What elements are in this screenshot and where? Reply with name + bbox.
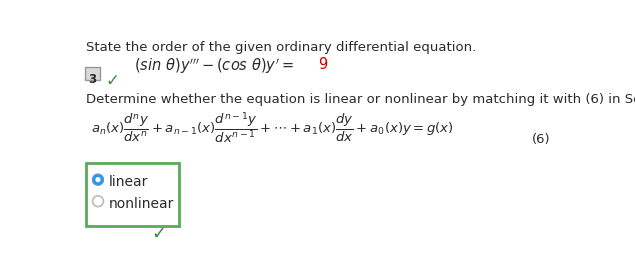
FancyBboxPatch shape bbox=[85, 67, 100, 80]
Text: (6): (6) bbox=[532, 133, 551, 147]
Text: $a_n(x)\dfrac{d^ny}{dx^n} + a_{n-1}(x)\dfrac{d^{n-1}y}{dx^{n-1}} + \cdots + a_1(: $a_n(x)\dfrac{d^ny}{dx^n} + a_{n-1}(x)\d… bbox=[91, 110, 454, 145]
Text: $(sin\ \theta)y''' - (cos\ \theta)y' =$: $(sin\ \theta)y''' - (cos\ \theta)y' =$ bbox=[133, 56, 294, 76]
Circle shape bbox=[96, 178, 100, 182]
Text: nonlinear: nonlinear bbox=[109, 197, 174, 211]
Text: Determine whether the equation is linear or nonlinear by matching it with (6) in: Determine whether the equation is linear… bbox=[86, 93, 635, 106]
Text: State the order of the given ordinary differential equation.: State the order of the given ordinary di… bbox=[86, 41, 476, 54]
Text: ✓: ✓ bbox=[151, 224, 166, 242]
Circle shape bbox=[93, 196, 104, 207]
Circle shape bbox=[93, 174, 104, 185]
Text: $9$: $9$ bbox=[318, 56, 328, 73]
FancyBboxPatch shape bbox=[86, 163, 178, 226]
Text: linear: linear bbox=[109, 175, 148, 189]
Text: ✓: ✓ bbox=[105, 72, 119, 90]
Text: 3: 3 bbox=[88, 73, 97, 86]
